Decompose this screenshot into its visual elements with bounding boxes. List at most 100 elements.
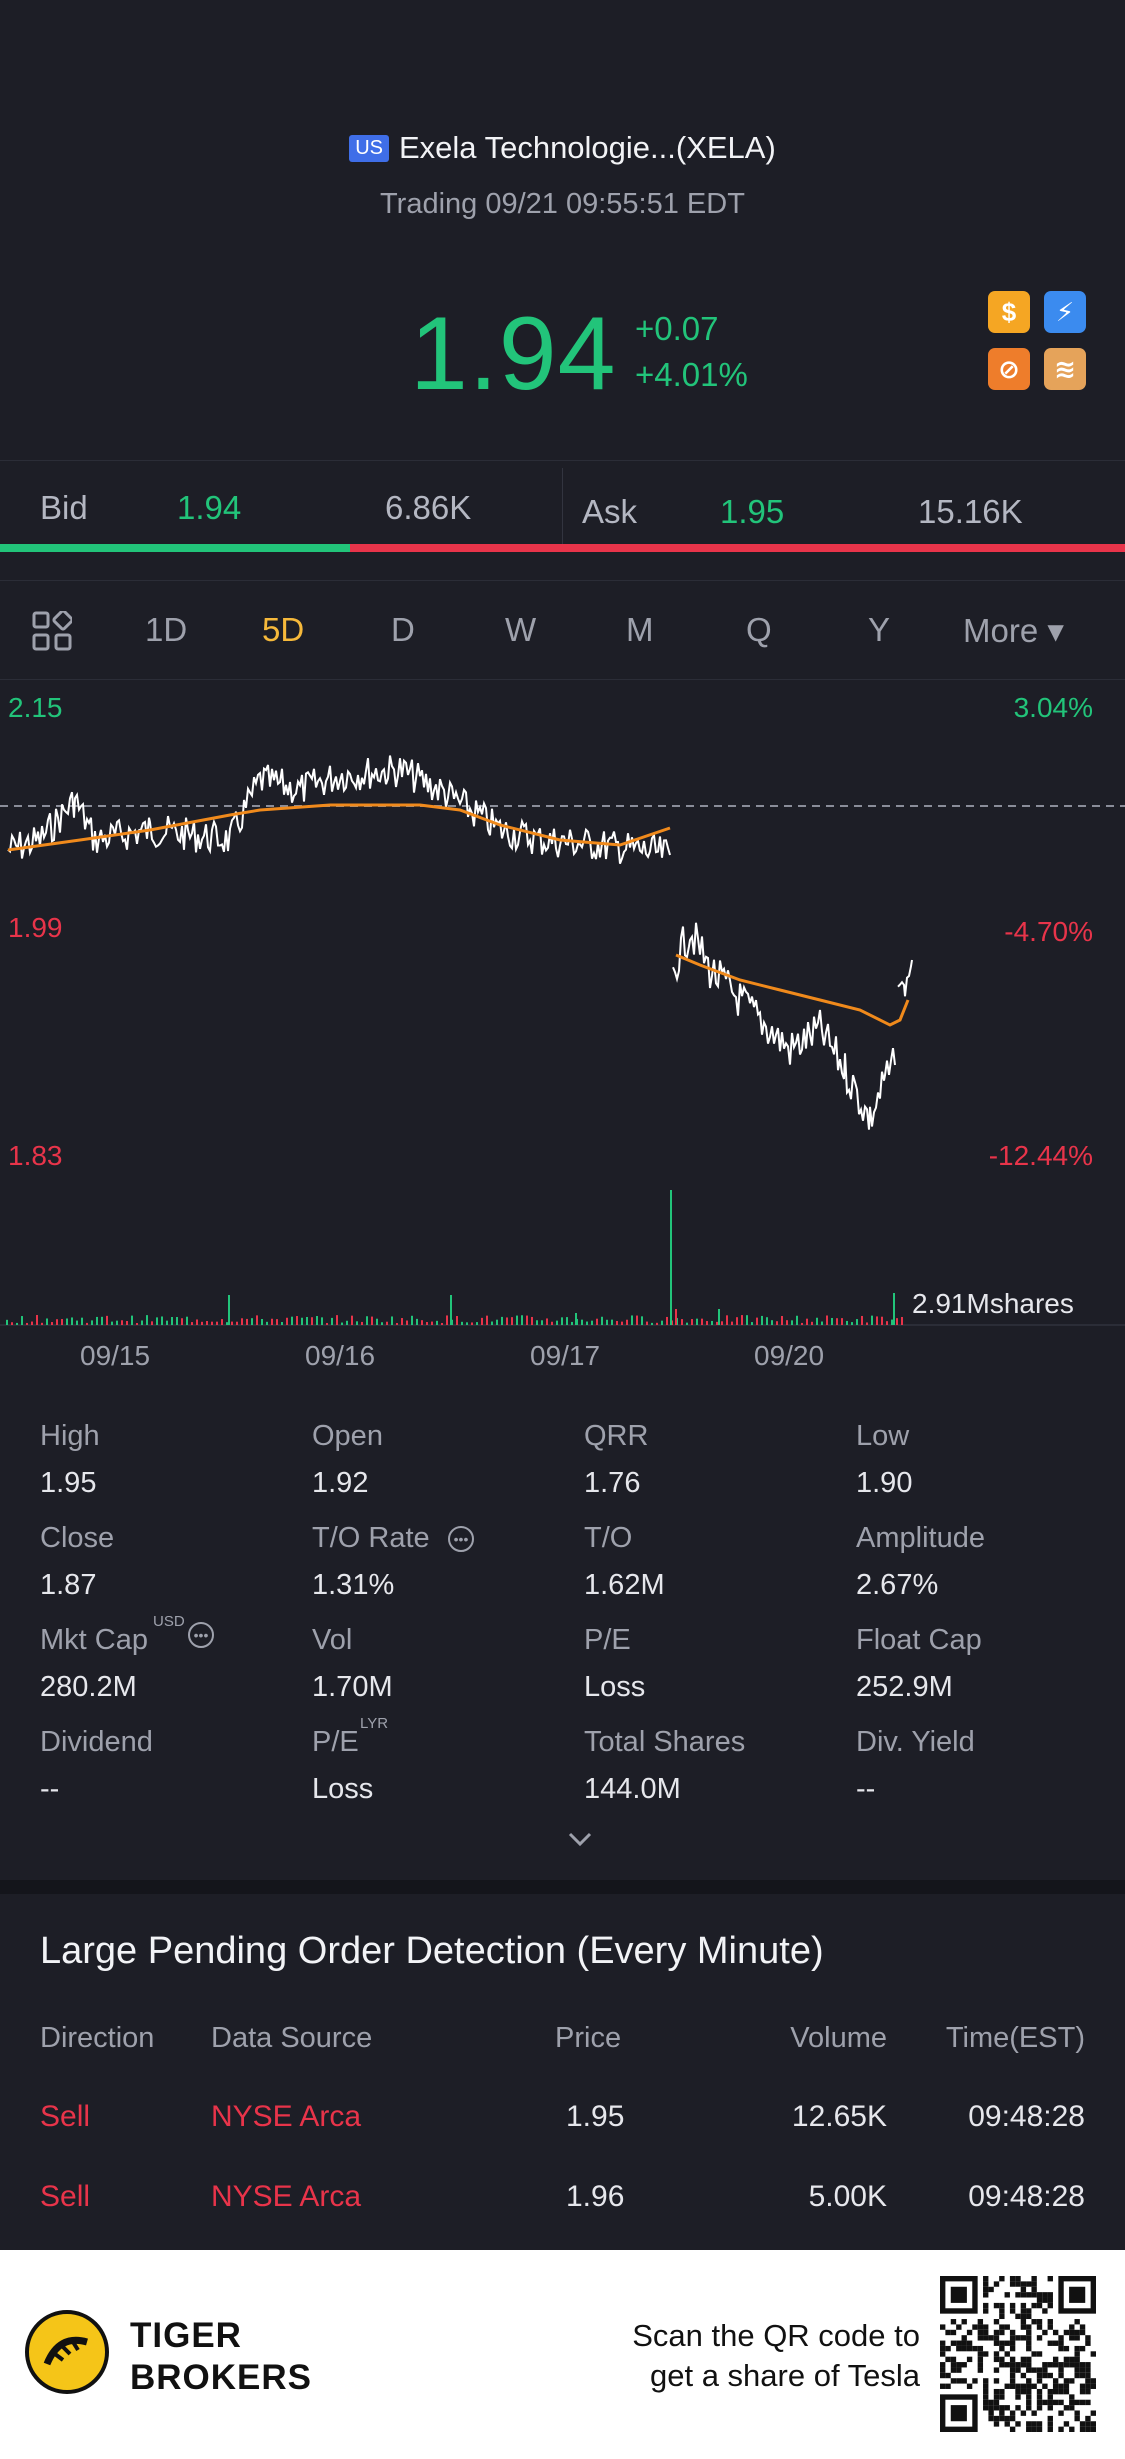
volume-bar (356, 1321, 358, 1325)
volume-bar (661, 1320, 663, 1325)
tab-5d[interactable]: 5D (262, 611, 305, 648)
pe-lyr-sup: LYR (360, 1715, 389, 1732)
price-chart[interactable]: 2.15 1.99 1.83 3.04% -4.70% -12.44% 2.91… (0, 680, 1125, 1380)
stat-value: 2.67% (856, 1569, 939, 1601)
volume-bar (501, 1316, 503, 1325)
volume-bar (726, 1315, 728, 1325)
volume-bar (546, 1318, 548, 1325)
orders-title: Large Pending Order Detection (Every Min… (40, 1930, 824, 1972)
col-data-source: Data Source (211, 2022, 373, 2054)
last-price: 1.94 (410, 296, 617, 412)
volume-bar (341, 1322, 343, 1325)
stock-title[interactable]: US Exela Technologie...(XELA) (0, 130, 1125, 166)
trading-status: Trading 09/21 09:55:51 EDT (380, 188, 745, 220)
volume-bar (201, 1321, 203, 1325)
volume-bar (711, 1320, 713, 1325)
date-label: 09/20 (754, 1340, 825, 1371)
volume-bar (731, 1321, 733, 1325)
volume-bar (586, 1321, 588, 1325)
tab-more[interactable]: More ▾ (963, 612, 1064, 649)
stat-label: Close (40, 1522, 115, 1554)
stat-label: P/E (584, 1624, 631, 1656)
volume-bar (41, 1322, 43, 1325)
volume-bar (450, 1295, 452, 1325)
tab-1d[interactable]: 1D (145, 611, 188, 648)
chevron-down-icon[interactable] (567, 1830, 593, 1848)
volume-bar (61, 1319, 63, 1325)
tab-q[interactable]: Q (746, 611, 772, 648)
stat-value: 1.90 (856, 1467, 913, 1499)
volume-bar (121, 1320, 123, 1325)
stat-label: Div. Yield (856, 1726, 975, 1758)
volume-bar (696, 1318, 698, 1325)
no-short-icon[interactable]: ⊘ (988, 348, 1030, 390)
volume-bar (86, 1322, 88, 1325)
volume-bar (301, 1317, 303, 1325)
tab-w[interactable]: W (505, 611, 537, 648)
bid-ask-divider (562, 468, 563, 544)
tab-y[interactable]: Y (868, 611, 891, 648)
volume-bar (718, 1309, 720, 1325)
stat-value: Loss (312, 1773, 374, 1805)
volume-bar (551, 1321, 553, 1325)
stat-value: Loss (584, 1671, 646, 1703)
stat-label: Amplitude (856, 1522, 985, 1554)
volume-bar (746, 1315, 748, 1325)
volume-bar (716, 1321, 718, 1325)
volume-bar (346, 1320, 348, 1325)
tiger-logo-icon (25, 2310, 109, 2394)
qr-code[interactable] (940, 2276, 1096, 2432)
volume-bar (686, 1322, 688, 1325)
volume-bar (611, 1319, 613, 1325)
volume-bar (841, 1318, 843, 1325)
tab-d[interactable]: D (391, 611, 415, 648)
stat-label: High (40, 1420, 100, 1452)
volume-bar (556, 1320, 558, 1325)
volume-bar (91, 1320, 93, 1325)
stat-value: 280.2M (40, 1671, 137, 1703)
tab-m[interactable]: M (626, 611, 654, 648)
volume-bar (816, 1317, 818, 1325)
volume-bar (136, 1322, 138, 1325)
volume-bar (176, 1317, 178, 1325)
price-chart-svg[interactable] (0, 680, 1125, 1380)
volume-bar (161, 1316, 163, 1325)
dollar-icon[interactable]: $ (988, 291, 1030, 333)
volume-bar (36, 1315, 38, 1325)
stat-label: Low (856, 1420, 910, 1452)
layers-icon[interactable]: ≋ (1044, 348, 1086, 390)
volume-bar (331, 1317, 333, 1325)
bid-label: Bid (40, 489, 88, 526)
volume-bar (596, 1318, 598, 1325)
volume-bar (541, 1320, 543, 1325)
volume-bar (276, 1319, 278, 1325)
volume-bar (416, 1318, 418, 1325)
lightning-icon[interactable]: ⚡ (1044, 291, 1086, 333)
volume-bar (811, 1321, 813, 1325)
stat-value: 1.62M (584, 1569, 665, 1601)
volume-bar (66, 1318, 68, 1325)
stat-value: -- (40, 1773, 60, 1805)
info-icon[interactable]: ••• (448, 1526, 474, 1552)
volume-bar (675, 1309, 677, 1325)
volume-bar (186, 1316, 188, 1325)
stat-value: 1.31% (312, 1569, 395, 1601)
volume-bar (31, 1321, 33, 1325)
volume-bar (141, 1320, 143, 1325)
grid-icon[interactable] (32, 611, 72, 651)
volume-bar (116, 1320, 118, 1325)
stat-value: 1.95 (40, 1467, 97, 1499)
volume-bar (251, 1318, 253, 1325)
volume-bar (656, 1322, 658, 1325)
volume-bar (296, 1316, 298, 1325)
volume-bar (6, 1319, 8, 1325)
volume-bar (666, 1316, 668, 1325)
volume-bar (306, 1316, 308, 1325)
quote-header: US Exela Technologie...(XELA) Trading 09/… (0, 0, 1125, 460)
volume-bar (496, 1319, 498, 1325)
info-icon[interactable]: ••• (188, 1622, 214, 1648)
volume-bar (146, 1315, 148, 1325)
volume-bar (316, 1316, 318, 1325)
period-tabs: 1D 5D D W M Q Y More ▾ (0, 580, 1125, 680)
volume-bar (866, 1322, 868, 1325)
